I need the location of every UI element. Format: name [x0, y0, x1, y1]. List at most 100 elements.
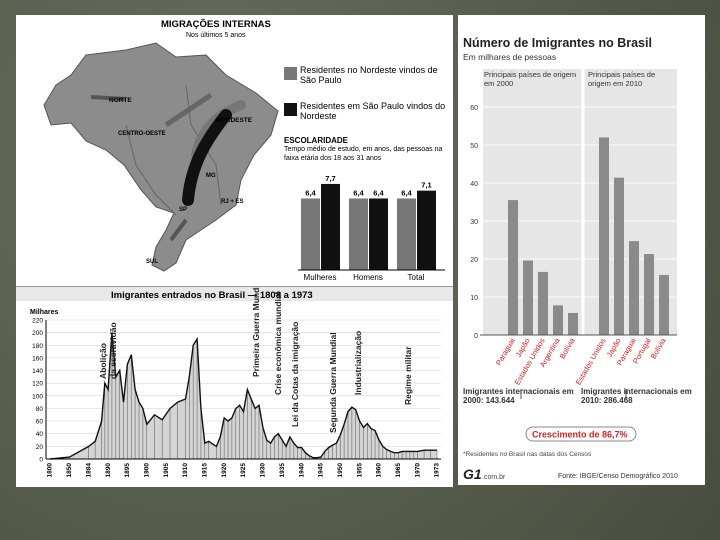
migration-arrow-south [169, 218, 188, 242]
edu-bar [397, 198, 416, 270]
region-label-rj-es: RJ + ES [221, 199, 244, 205]
history-x-tick: 1850 [66, 463, 73, 478]
imm-bar [629, 241, 639, 335]
history-y-tick: 220 [32, 318, 43, 325]
region-label-nordeste: NORDESTE [216, 117, 253, 124]
history-y-tick: 0 [39, 457, 43, 464]
history-annotation: da escravidão [108, 322, 118, 379]
edu-bar [301, 198, 320, 270]
total-2010-label: Imigrantes internacionais em 2010: 286.4… [581, 387, 692, 405]
group2-header: Principais países de origem em 2010 [588, 71, 656, 88]
history-x-tick: 1884 [85, 463, 92, 478]
g1-logo-suffix: .com.br [482, 474, 506, 481]
edu-bar [321, 183, 340, 270]
edu-category-label: Homens [353, 273, 383, 282]
edu-bar [349, 198, 368, 270]
legend-label-ne-wrap: Residentes no Nordeste vindos de São Pau… [300, 65, 438, 85]
history-y-tick: 200 [32, 330, 43, 337]
legend-swatch-ne [284, 67, 297, 80]
history-x-tick: 1935 [279, 463, 286, 478]
history-title: Imigrantes entrados no Brasil — 1808 a 1… [111, 290, 313, 301]
history-area-chart: 0 20 40 60 80 100 120 140 160 180 200 220 1800 1850 18… [32, 318, 441, 478]
immigration-history-panel: Imigrantes entrados no Brasil — 1808 a 1… [16, 286, 453, 487]
imm-y-tick: 50 [470, 143, 478, 150]
imm-y-tick: 30 [470, 219, 478, 226]
history-x-tick: 1970 [414, 463, 421, 478]
edu-data-label: 7,1 [421, 181, 431, 190]
internal-migration-figure: MIGRAÇÕES INTERNAS Nos últimos 5 anos NO… [43, 19, 446, 282]
history-annotation: Primeira Guerra Mundial [251, 287, 261, 377]
imm-category-label: Bolívia [558, 336, 577, 361]
imm-y-tick: 10 [470, 295, 478, 302]
imm-y-tick: 20 [470, 257, 478, 264]
g1-logo: G1 [463, 466, 482, 482]
escolaridade-desc-wrap: Tempo médio de estudo, em anos, das pess… [284, 146, 443, 162]
migration-title: MIGRAÇÕES INTERNAS [161, 19, 271, 30]
imm-bar [508, 200, 518, 335]
edu-data-label: 6,4 [353, 188, 364, 197]
region-label-centro-oeste: CENTRO-OESTE [118, 131, 166, 137]
edu-data-label: 6,4 [373, 188, 384, 197]
history-x-tick: 1965 [395, 463, 402, 478]
history-x-tick: 1920 [221, 463, 228, 478]
region-label-sp: SP [179, 207, 187, 213]
region-label-norte: NORTE [109, 97, 132, 104]
history-x-tick: 1910 [182, 463, 189, 478]
edu-data-label: 6,4 [305, 188, 316, 197]
history-annotation: Regime militar [403, 346, 413, 405]
imm-bar [538, 271, 548, 335]
history-x-tick: 1905 [163, 463, 170, 478]
total-2000-wrap: Imigrantes internacionais em 2000: 143.6… [463, 387, 574, 405]
history-y-tick: 40 [36, 431, 44, 438]
region-border [125, 124, 177, 216]
history-annotation: Crise econômica mundial [273, 292, 283, 395]
history-ylabel: Milhares [30, 309, 59, 316]
history-x-tick: 1800 [47, 463, 54, 478]
history-y-tick: 20 [36, 444, 44, 451]
legend-label-sp-wrap: Residentes em São Paulo vindos do Nordes… [300, 101, 446, 121]
imm-bar [644, 254, 654, 335]
group2-header-wrap: Principais países de origem em 2010 [588, 71, 656, 88]
history-annotation: Lei da Cotas da imigração [290, 322, 300, 427]
immigrants-title: Número de Imigrantes no Brasil [463, 36, 652, 50]
migration-subtitle: Nos últimos 5 anos [186, 32, 246, 39]
history-y-tick: 140 [32, 368, 43, 375]
imm-y-tick: 60 [470, 105, 478, 112]
education-bar-chart: 6,4 7,7 Mulheres 6,4 6,4 Homens 6,4 7,1 Total [298, 174, 445, 282]
imm-bar [659, 274, 669, 335]
escolaridade-desc: Tempo médio de estudo, em anos, das pess… [284, 146, 443, 162]
map-silhouette [43, 42, 279, 272]
migration-arrow-north [90, 95, 127, 101]
immigrants-subtitle: Em milhares de pessoas [463, 52, 556, 62]
imm-y-tick: 40 [470, 181, 478, 188]
legend-swatch-sp [284, 103, 297, 116]
history-y-tick: 80 [36, 406, 44, 413]
edu-data-label: 6,4 [401, 188, 412, 197]
history-x-tick: 1930 [260, 463, 267, 478]
imm-category-label: Bolívia [649, 336, 668, 361]
history-x-tick: 1900 [143, 463, 150, 478]
edu-category-label: Total [408, 273, 425, 282]
total-2010-wrap: Imigrantes internacionais em 2010: 286.4… [581, 387, 692, 405]
history-y-tick: 100 [32, 393, 43, 400]
growth-badge [525, 426, 637, 442]
region-label-sul: SUL [146, 259, 158, 265]
immigrants-number-figure: Número de Imigrantes no Brasil Em milhar… [463, 36, 692, 482]
history-x-tick: 1940 [298, 463, 305, 478]
history-x-tick: 1950 [337, 463, 344, 478]
edu-bar [417, 190, 436, 270]
immigrants-number-panel: Número de Imigrantes no Brasil Em milhar… [458, 15, 705, 485]
history-annotation: Industrialização [353, 331, 363, 395]
legend-label-sp: Residentes em São Paulo vindos do Nordes… [300, 101, 446, 121]
footnote: *Residentes no Brasil nas datas dos Cens… [463, 451, 592, 458]
history-x-tick: 1925 [240, 463, 247, 478]
edu-category-label: Mulheres [304, 273, 337, 282]
history-x-tick: 1915 [202, 463, 209, 478]
group1-header-wrap: Principais países de origem em 2000 [484, 71, 576, 87]
source-text: Fonte: IBGE/Censo Demográfico 2010 [558, 473, 678, 480]
region-label-mg: MG [206, 173, 216, 179]
history-annotation: Segunda Guerra Mundial [328, 332, 338, 433]
imm-bar [523, 260, 533, 335]
history-y-tick: 160 [32, 355, 43, 362]
imm-bar [614, 177, 624, 335]
